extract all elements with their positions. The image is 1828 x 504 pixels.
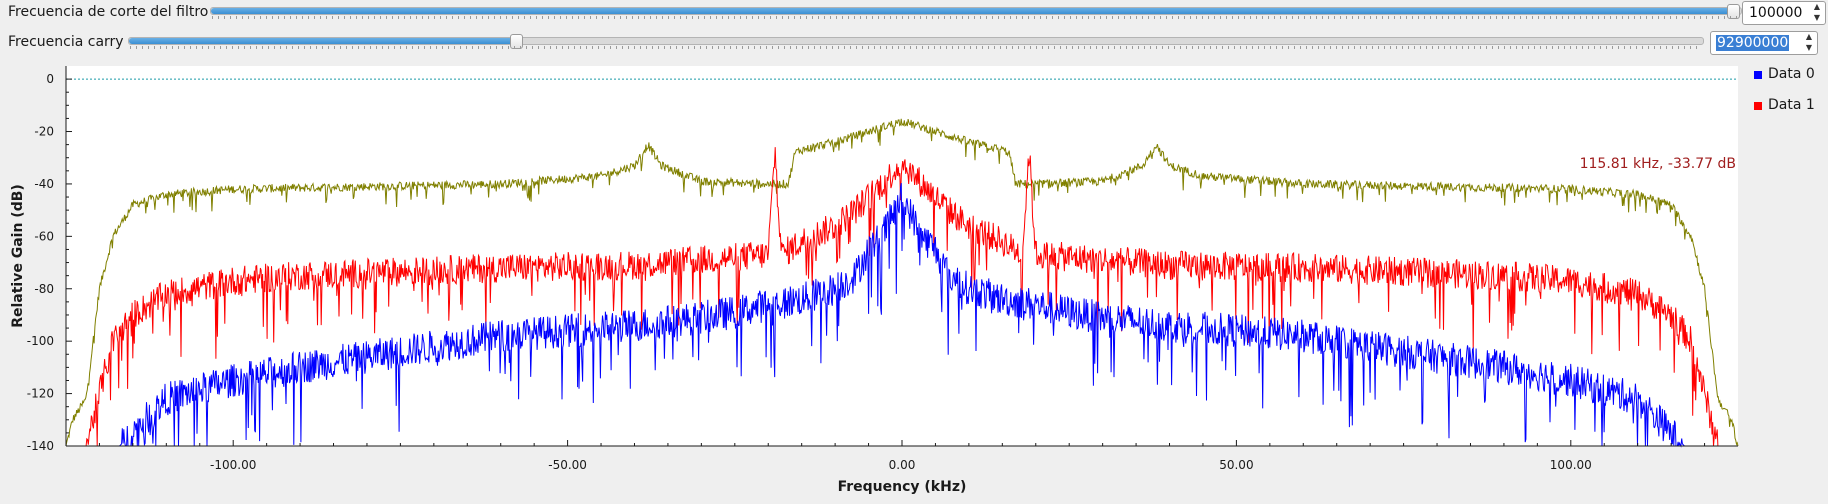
cutoff-frequency-slider-ticks <box>212 16 1738 19</box>
marker-readout: 115.81 kHz, -33.77 dB <box>1579 156 1736 172</box>
cutoff-frequency-value[interactable]: 100000 <box>1749 5 1803 21</box>
cutoff-frequency-spin-arrows[interactable]: ▲ ▼ <box>1809 2 1825 24</box>
x-tick-label: 50.00 <box>1219 458 1253 472</box>
y-tick-label: 0 <box>46 72 54 86</box>
spin-up-icon[interactable]: ▲ <box>1813 2 1821 11</box>
x-tick-label: 100.00 <box>1550 458 1592 472</box>
legend-swatch-data-0 <box>1754 71 1762 79</box>
carry-frequency-slider-ticks <box>130 46 1700 49</box>
y-tick-label: -120 <box>27 387 54 401</box>
plot-curves <box>65 118 1739 448</box>
y-tick-label: -100 <box>27 334 54 348</box>
x-tick-label: -100.00 <box>210 458 256 472</box>
carry-frequency-row: Frecuencia carry 92900000 ▲ ▼ <box>0 30 1828 60</box>
carry-frequency-spinbox[interactable]: 92900000 ▲ ▼ <box>1710 31 1818 55</box>
plot-canvas[interactable] <box>66 66 1738 446</box>
spectrum-series-1 <box>85 147 1719 447</box>
carry-frequency-value[interactable]: 92900000 <box>1716 35 1790 51</box>
y-axis: 0 -20 -40 -60 -80 -100 -120 -140 <box>27 66 72 453</box>
carry-frequency-slider-fill <box>129 38 517 44</box>
cutoff-frequency-label: Frecuencia de corte del filtro <box>8 4 209 20</box>
x-tick-label: 0.00 <box>889 458 916 472</box>
spin-down-icon[interactable]: ▼ <box>1813 13 1821 22</box>
spectrum-series-2 <box>65 118 1739 447</box>
carry-frequency-slider[interactable] <box>128 34 1704 49</box>
x-tick-label: -50.00 <box>548 458 587 472</box>
spin-down-icon[interactable]: ▼ <box>1805 43 1813 52</box>
y-tick-label: -40 <box>34 177 54 191</box>
carry-frequency-spin-arrows[interactable]: ▲ ▼ <box>1801 32 1817 54</box>
cutoff-frequency-slider-fill <box>211 8 1734 14</box>
y-tick-label: -60 <box>34 229 54 243</box>
cutoff-frequency-slider[interactable] <box>210 4 1742 19</box>
frequency-plot[interactable]: 0 -20 -40 -60 -80 -100 -120 -140 -100.00 -50.00 0… <box>0 60 1828 504</box>
legend-label-data-1: Data 1 <box>1768 97 1815 113</box>
x-axis: -100.00 -50.00 0.00 50.00 100.00 <box>66 440 1738 472</box>
legend-swatch-data-1 <box>1754 102 1762 110</box>
y-tick-label: -80 <box>34 282 54 296</box>
cutoff-frequency-spinbox[interactable]: 100000 ▲ ▼ <box>1742 1 1826 25</box>
x-axis-label: Frequency (kHz) <box>838 479 967 495</box>
legend-label-data-0: Data 0 <box>1768 66 1815 82</box>
cutoff-frequency-row: Frecuencia de corte del filtro 100000 ▲ … <box>0 0 1828 30</box>
spectrum-series-0 <box>119 183 1685 448</box>
y-tick-label: -140 <box>27 439 54 453</box>
spin-up-icon[interactable]: ▲ <box>1805 32 1813 41</box>
y-tick-label: -20 <box>34 125 54 139</box>
carry-frequency-label: Frecuencia carry <box>8 34 124 50</box>
y-axis-label: Relative Gain (dB) <box>10 184 26 328</box>
